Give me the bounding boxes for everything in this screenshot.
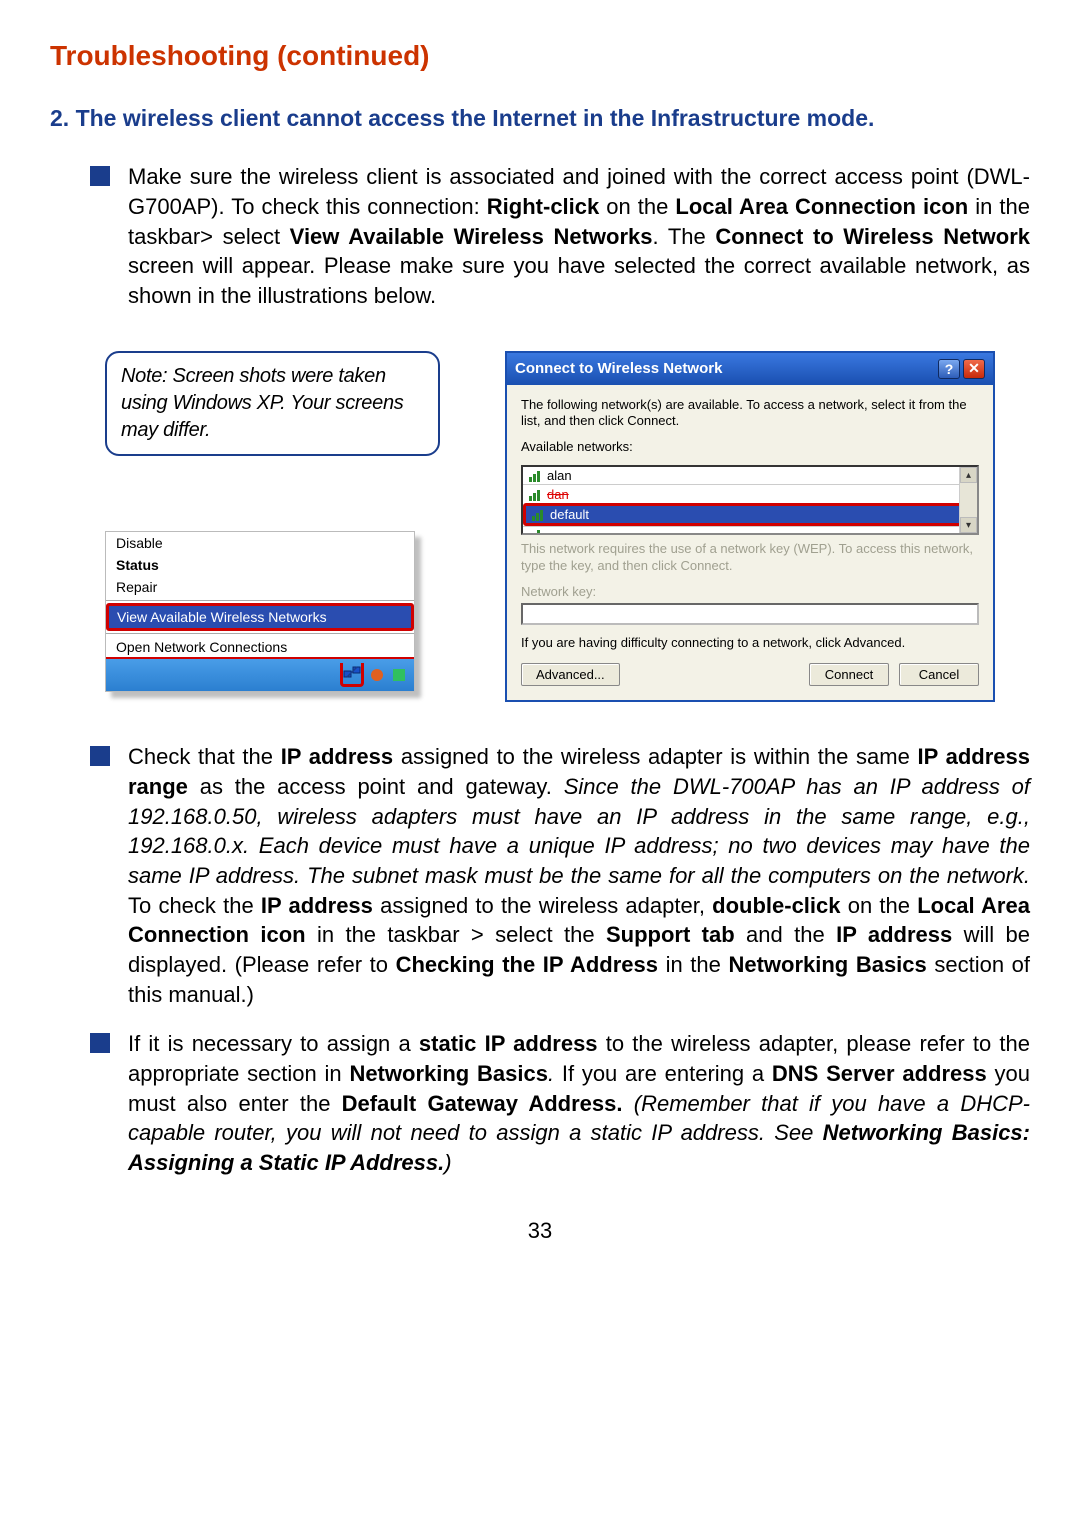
network-item[interactable]: dan <box>523 484 977 503</box>
network-item-selected[interactable]: default <box>523 503 977 526</box>
bullet-square-icon <box>90 746 110 766</box>
menu-separator <box>106 600 414 601</box>
network-item[interactable]: alan <box>523 467 977 484</box>
page-heading: Troubleshooting (continued) <box>50 40 1030 72</box>
scroll-down-icon[interactable]: ▾ <box>960 517 977 533</box>
signal-icon <box>529 489 541 501</box>
section-heading: 2. The wireless client cannot access the… <box>50 102 1030 134</box>
system-tray <box>106 657 414 691</box>
network-tray-icon[interactable] <box>343 663 361 681</box>
bullet-square-icon <box>90 1033 110 1053</box>
signal-icon <box>529 529 541 535</box>
connect-dialog: Connect to Wireless Network ? ✕ The foll… <box>505 351 995 703</box>
dialog-intro: The following network(s) are available. … <box>521 397 979 430</box>
network-key-input[interactable] <box>521 603 979 625</box>
menu-disable[interactable]: Disable <box>106 532 414 554</box>
close-button[interactable]: ✕ <box>963 359 985 379</box>
screenshots-row: Note: Screen shots were taken using Wind… <box>105 351 1030 703</box>
scroll-up-icon[interactable]: ▴ <box>960 467 977 483</box>
menu-separator <box>106 633 414 634</box>
menu-repair[interactable]: Repair <box>106 576 414 598</box>
available-networks-label: Available networks: <box>521 439 979 455</box>
signal-icon <box>532 509 544 521</box>
dialog-title: Connect to Wireless Network <box>515 360 722 377</box>
menu-open-connections[interactable]: Open Network Connections <box>106 636 414 658</box>
menu-view-networks[interactable]: View Available Wireless Networks <box>106 603 414 631</box>
page-number: 33 <box>50 1218 1030 1244</box>
menu-status[interactable]: Status <box>106 554 414 576</box>
note-box: Note: Screen shots were taken using Wind… <box>105 351 440 456</box>
context-menu: Disable Status Repair View Available Wir… <box>105 531 415 692</box>
wep-help-text: This network requires the use of a netwo… <box>521 541 979 574</box>
signal-icon <box>529 470 541 482</box>
bullet-square-icon <box>90 166 110 186</box>
bullet-item-2: Check that the IP address assigned to th… <box>90 742 1030 1009</box>
bullet-text-2: Check that the IP address assigned to th… <box>128 742 1030 1009</box>
tray-icon[interactable] <box>390 666 408 684</box>
advanced-button[interactable]: Advanced... <box>521 663 620 686</box>
help-button[interactable]: ? <box>938 359 960 379</box>
connect-button[interactable]: Connect <box>809 663 889 686</box>
network-key-label: Network key: <box>521 584 979 599</box>
tray-icon[interactable] <box>368 666 386 684</box>
bullet-text-3: If it is necessary to assign a static IP… <box>128 1029 1030 1177</box>
bullet-item-3: If it is necessary to assign a static IP… <box>90 1029 1030 1177</box>
network-list[interactable]: alan dan default ▴ ▾ <box>521 465 979 535</box>
network-item[interactable] <box>523 526 977 535</box>
bullet-text-1: Make sure the wireless client is associa… <box>128 162 1030 310</box>
cancel-button[interactable]: Cancel <box>899 663 979 686</box>
dialog-titlebar: Connect to Wireless Network ? ✕ <box>507 353 993 385</box>
bullet-item-1: Make sure the wireless client is associa… <box>90 162 1030 310</box>
advanced-help-text: If you are having difficulty connecting … <box>521 635 979 651</box>
scrollbar[interactable]: ▴ ▾ <box>959 467 977 533</box>
